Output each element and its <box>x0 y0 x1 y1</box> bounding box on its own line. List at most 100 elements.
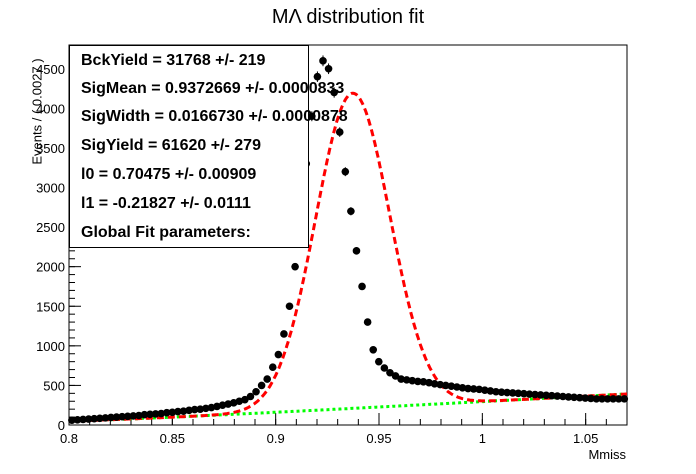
x-tick-label: 0.8 <box>60 431 78 446</box>
data-point <box>436 380 444 389</box>
y-tick-label: 500 <box>43 378 65 393</box>
y-tick-label: 0 <box>58 418 65 433</box>
x-tick-label: 0.85 <box>160 431 185 446</box>
data-point <box>620 395 629 403</box>
data-point <box>280 330 288 338</box>
data-point <box>514 389 523 398</box>
data-point <box>95 414 104 423</box>
data-point <box>324 64 333 73</box>
x-tick-label: 1 <box>479 431 486 446</box>
data-point <box>542 391 550 400</box>
axes: 0.8 0.85 0.9 0.95 1 1.05 0 500 1000 1500 2000 2500 3… <box>36 44 628 446</box>
data-point <box>291 262 299 271</box>
data-point <box>241 395 249 404</box>
data-point <box>575 393 584 402</box>
data-point <box>79 415 87 424</box>
data-point <box>140 410 149 419</box>
y-tick-label: 3500 <box>36 141 65 156</box>
data-point <box>464 384 472 393</box>
data-point <box>553 392 562 400</box>
fit-curves <box>69 91 627 423</box>
data-point <box>497 388 506 396</box>
data-point <box>559 392 567 401</box>
data-point <box>151 410 160 418</box>
data-point <box>129 412 138 420</box>
data-point <box>614 395 623 403</box>
data-point <box>168 408 177 417</box>
fit-param-l1: l1 = -0.21827 +/- 0.0111 <box>81 195 251 212</box>
data-point <box>107 413 115 422</box>
data-point <box>274 350 283 359</box>
data-point <box>419 378 428 386</box>
data-point <box>486 387 495 395</box>
data-point <box>374 357 383 366</box>
data-point <box>68 416 76 425</box>
data-point <box>525 390 534 398</box>
data-point <box>157 409 165 418</box>
data-point <box>257 381 266 390</box>
data-point <box>391 372 400 380</box>
data-point <box>481 386 489 394</box>
x-tick-label: 1.05 <box>573 431 598 446</box>
total-fit-curve <box>69 91 627 423</box>
data-point <box>196 405 205 413</box>
data-point <box>380 364 389 372</box>
y-tick-label: 1000 <box>36 339 65 354</box>
data-point <box>112 413 121 421</box>
data-point <box>397 375 405 383</box>
data-point <box>123 412 132 421</box>
data-point <box>73 416 82 424</box>
data-point <box>101 414 110 422</box>
data-point <box>263 375 271 383</box>
data-point <box>369 345 378 354</box>
data-point <box>308 112 316 121</box>
y-tick-label: 3000 <box>36 181 65 196</box>
data-point <box>531 390 539 399</box>
data-point <box>469 385 478 393</box>
fit-param-sigwidth: SigWidth = 0.0166730 +/- 0.0000878 <box>81 108 348 125</box>
fit-parameters-box: BckYield = 31768 +/- 219 SigMean = 0.937… <box>69 45 348 248</box>
data-point <box>285 302 294 311</box>
y-tick-label: 2000 <box>36 260 65 275</box>
data-point <box>536 391 545 399</box>
data-point <box>508 389 517 397</box>
data-point <box>581 394 590 402</box>
data-point <box>179 407 188 415</box>
data-point <box>363 318 372 326</box>
data-point <box>174 407 182 416</box>
data-point <box>268 363 277 372</box>
data-point <box>592 395 601 403</box>
data-point <box>609 395 617 403</box>
data-point <box>386 368 394 377</box>
x-tick-label: 0.9 <box>267 431 285 446</box>
data-point <box>475 385 484 394</box>
fit-param-sigyield: SigYield = 61620 +/- 279 <box>81 137 261 154</box>
data-point <box>202 404 210 413</box>
data-point <box>430 380 439 388</box>
data-point <box>90 414 99 423</box>
y-tick-label: 2500 <box>36 220 65 235</box>
y-tick-label: 4000 <box>36 101 65 116</box>
data-point <box>341 167 350 176</box>
data-point <box>330 88 338 97</box>
data-point <box>458 383 467 392</box>
x-axis-label: Mmiss <box>588 447 626 462</box>
data-point <box>587 394 595 403</box>
y-axis-label: Events / ( 0.0027 ) <box>29 58 45 165</box>
data-point <box>246 392 255 401</box>
data-point <box>414 377 422 386</box>
fit-param-header: Global Fit parameters: <box>81 224 251 241</box>
data-point <box>447 382 456 391</box>
data-point <box>84 415 93 423</box>
data-point <box>185 406 193 415</box>
data-point <box>118 412 126 421</box>
x-tick-label: 0.95 <box>366 431 391 446</box>
fit-param-sigmean: SigMean = 0.9372669 +/- 0.0000833 <box>81 80 345 97</box>
data-point <box>135 411 143 420</box>
data-point <box>162 408 171 417</box>
data-point <box>402 376 411 384</box>
y-tick-label: 1500 <box>36 299 65 314</box>
data-point <box>347 207 355 216</box>
data-point <box>146 410 154 419</box>
